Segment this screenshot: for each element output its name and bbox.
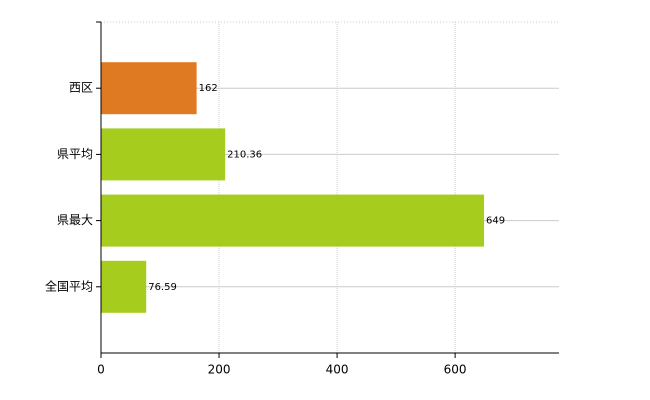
value-label: 210.36 bbox=[227, 149, 262, 160]
value-label: 649 bbox=[486, 216, 505, 227]
bar bbox=[101, 260, 147, 313]
x-tick-label: 0 bbox=[97, 363, 105, 377]
x-tick-label: 600 bbox=[444, 363, 467, 377]
y-tick-label: 全国平均 bbox=[45, 278, 93, 293]
value-label: 76.59 bbox=[148, 282, 177, 293]
value-label: 162 bbox=[199, 83, 218, 94]
y-tick-label: 県最大 bbox=[57, 213, 93, 227]
bar bbox=[101, 128, 226, 181]
bar bbox=[101, 194, 485, 247]
bar bbox=[101, 62, 197, 115]
y-tick-label: 県平均 bbox=[57, 147, 93, 161]
x-tick-label: 200 bbox=[208, 363, 231, 377]
x-tick-label: 400 bbox=[326, 363, 349, 377]
y-tick-label: 西区 bbox=[69, 81, 93, 95]
